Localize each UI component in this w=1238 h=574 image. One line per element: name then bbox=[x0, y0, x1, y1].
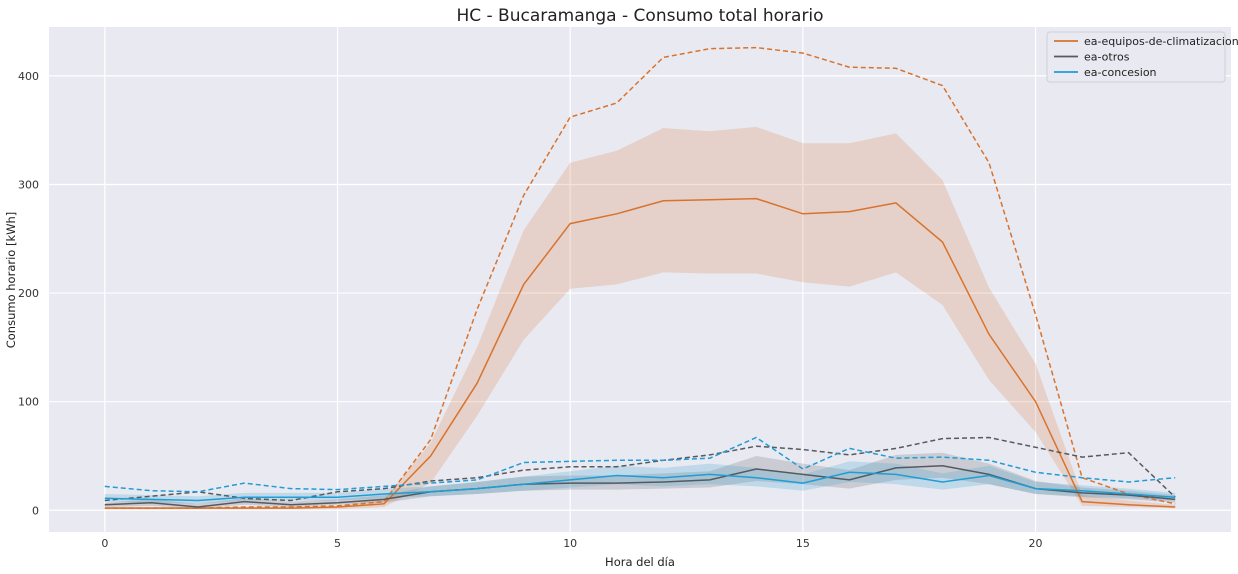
y-axis-label: Consumo horario [kWh] bbox=[4, 212, 18, 349]
x-tick-label: 15 bbox=[796, 537, 810, 550]
y-tick-label: 400 bbox=[18, 70, 39, 83]
max-line-ea-otros bbox=[104, 436, 1176, 502]
x-tick-label: 20 bbox=[1029, 537, 1043, 550]
max-line-ea-equipos-de-climatizacion bbox=[104, 46, 1176, 509]
chart-title: HC - Bucaramanga - Consumo total horario bbox=[456, 6, 823, 26]
x-axis-ticks: 0 5 10 15 20 bbox=[101, 537, 1042, 550]
max-line-ea-concesion bbox=[104, 436, 1176, 493]
series-lines bbox=[104, 46, 1176, 509]
legend-label: ea-equipos-de-climatizacion bbox=[1084, 35, 1238, 48]
y-tick-label: 100 bbox=[18, 396, 39, 409]
y-tick-label: 0 bbox=[32, 504, 39, 517]
legend-label: ea-otros bbox=[1084, 51, 1130, 64]
x-tick-label: 0 bbox=[101, 537, 108, 550]
legend-box bbox=[1046, 31, 1226, 83]
mean-line-ea-otros bbox=[104, 465, 1176, 508]
plot-background bbox=[49, 27, 1231, 532]
y-tick-label: 300 bbox=[18, 178, 39, 191]
x-tick-label: 10 bbox=[563, 537, 577, 550]
band-ea-equipos-de-climatizacion bbox=[104, 126, 1176, 510]
mean-line-ea-concesion bbox=[104, 471, 1176, 502]
band-ea-otros bbox=[104, 452, 1176, 509]
y-axis-ticks: 0 100 200 300 400 bbox=[18, 70, 39, 517]
legend: ea-equipos-de-climatizacion ea-otros ea-co… bbox=[1046, 31, 1238, 83]
x-tick-label: 5 bbox=[334, 537, 341, 550]
mean-line-ea-equipos-de-climatizacion bbox=[104, 197, 1176, 509]
x-axis-label: Hora del día bbox=[605, 555, 675, 569]
y-tick-label: 200 bbox=[18, 287, 39, 300]
legend-label: ea-concesion bbox=[1084, 66, 1157, 79]
grid-lines bbox=[49, 27, 1231, 532]
